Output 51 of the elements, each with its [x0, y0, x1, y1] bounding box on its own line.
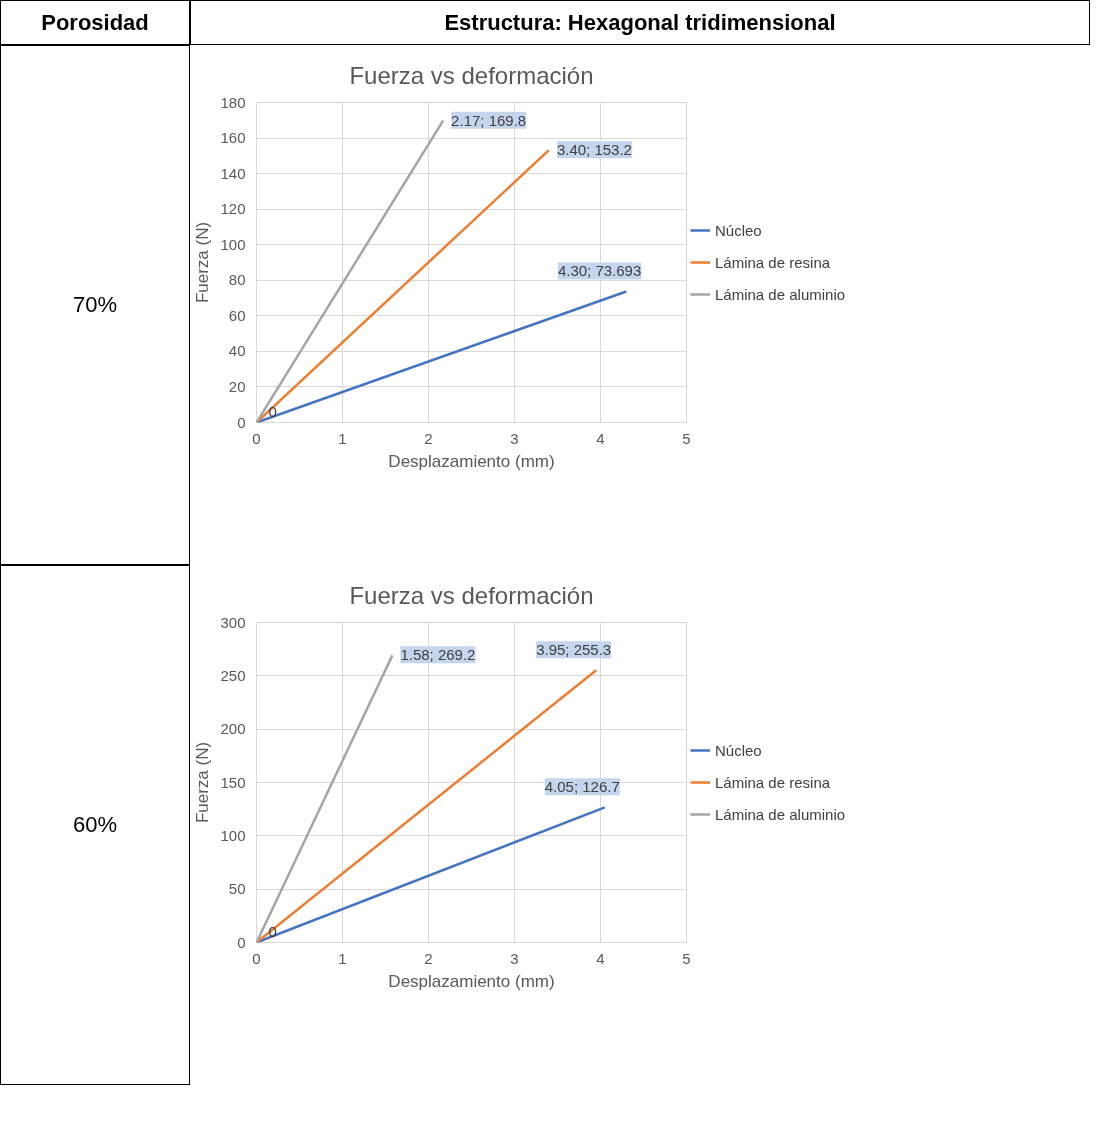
y-tick-label: 0: [237, 413, 246, 431]
x-tick-label: 2: [424, 949, 433, 967]
x-tick-label: 2: [424, 429, 433, 447]
x-axis-title: Desplazamiento (mm): [388, 451, 555, 471]
x-tick-label: 0: [252, 949, 261, 967]
legend-label: Lámina de aluminio: [715, 805, 846, 823]
y-axis-title: Fuerza (N): [193, 221, 213, 304]
legend-label: Lámina de resina: [715, 253, 831, 271]
y-tick-label: 250: [220, 666, 246, 684]
data-label: 4.05; 126.7: [544, 778, 620, 796]
y-tick-label: 40: [228, 342, 246, 360]
x-tick-label: 3: [510, 429, 519, 447]
chart-title: Fuerza vs deformación: [349, 61, 594, 89]
legend-label: Núcleo: [715, 221, 762, 239]
legend-label: Lámina de aluminio: [715, 285, 846, 303]
y-axis-title: Fuerza (N): [193, 741, 213, 824]
y-tick-label: 300: [220, 613, 246, 631]
x-axis-title: Desplazamiento (mm): [388, 971, 555, 991]
y-tick-label: 0: [237, 933, 246, 951]
legend-label: Lámina de resina: [715, 773, 831, 791]
data-label: 2.17; 169.8: [451, 111, 527, 129]
data-label: 3.40; 153.2: [556, 141, 632, 159]
text: 60%: [72, 811, 118, 840]
x-tick-label: 3: [510, 949, 519, 967]
x-tick-label: 4: [596, 949, 605, 967]
data-label: 1.58; 269.2: [400, 646, 476, 664]
text: Porosidad: [41, 8, 149, 37]
data-label: 4.30; 73.693: [557, 262, 642, 280]
x-tick-label: 0: [252, 429, 261, 447]
text: 70%: [72, 291, 118, 320]
y-tick-label: 200: [220, 720, 246, 738]
x-tick-label: 4: [596, 429, 605, 447]
y-tick-label: 50: [228, 880, 246, 898]
y-tick-label: 80: [228, 271, 246, 289]
y-tick-label: 100: [220, 235, 246, 253]
y-tick-label: 180: [220, 93, 246, 111]
x-tick-label: 1: [338, 949, 347, 967]
text: Estructura: Hexagonal tridimensional: [444, 8, 836, 37]
chart-title: Fuerza vs deformación: [349, 581, 594, 609]
data-label: 3.95; 255.3: [536, 641, 612, 659]
x-tick-label: 5: [682, 429, 691, 447]
y-tick-label: 160: [220, 129, 246, 147]
x-tick-label: 5: [682, 949, 691, 967]
y-tick-label: 60: [228, 306, 246, 324]
y-tick-label: 20: [228, 377, 246, 395]
legend-label: Núcleo: [715, 741, 762, 759]
y-tick-label: 100: [220, 826, 246, 844]
y-tick-label: 120: [220, 200, 246, 218]
x-tick-label: 1: [338, 429, 347, 447]
y-tick-label: 150: [220, 773, 246, 791]
y-tick-label: 140: [220, 164, 246, 182]
